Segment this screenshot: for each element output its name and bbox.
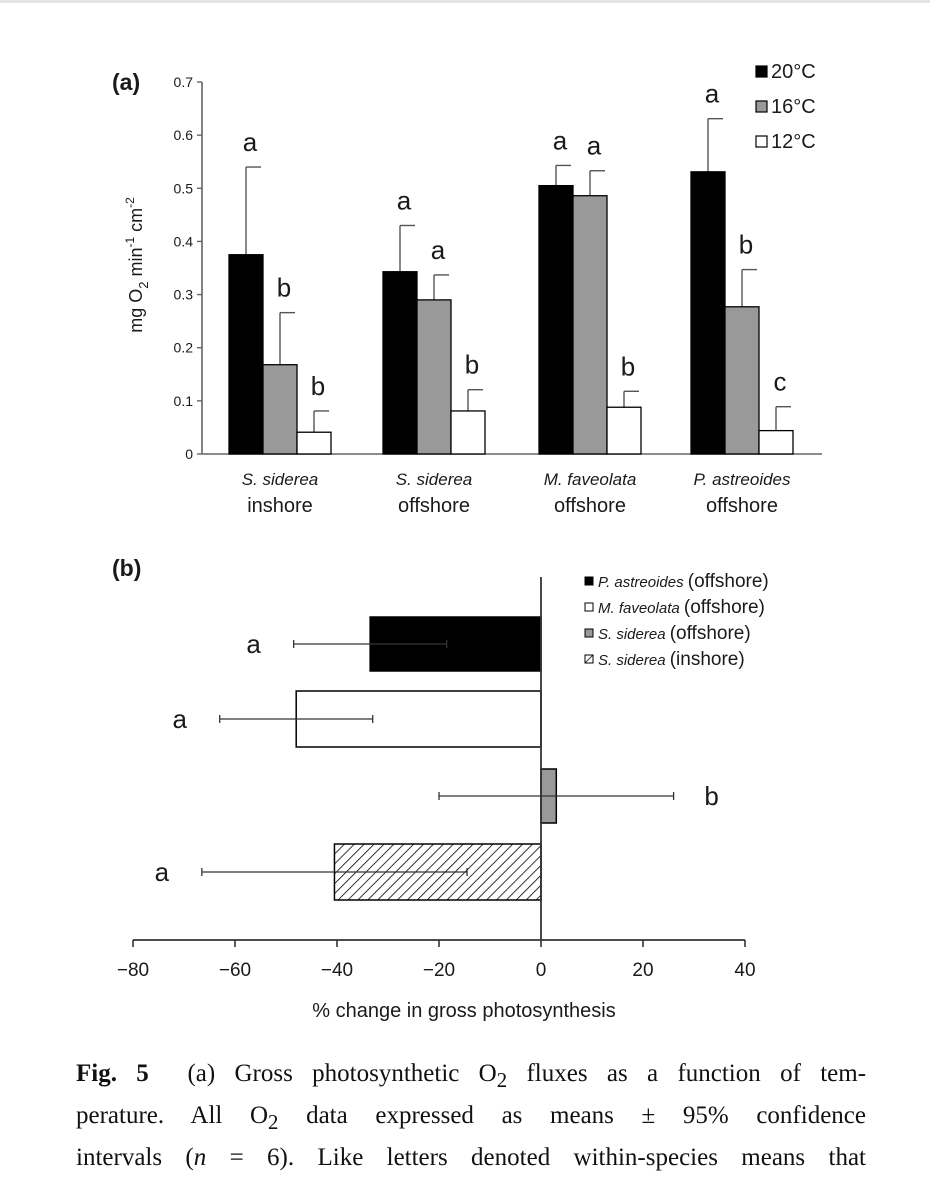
panel-a-category-site: inshore bbox=[247, 495, 313, 517]
panel-a-bar bbox=[450, 410, 486, 455]
panel-b-x-tick-label: 20 bbox=[632, 960, 653, 981]
panel-b-x-tick-label: −60 bbox=[219, 960, 251, 981]
panel-b-x-axis-label: % change in gross photosynthesis bbox=[312, 1000, 616, 1022]
panel-a-y-axis-label: mg O2 min-1 cm-2 bbox=[123, 197, 151, 333]
panel-b-axes: −80 −60 −40 −20 0 20 40 bbox=[117, 577, 756, 981]
panel-a-y-tick-label: 0.3 bbox=[174, 287, 194, 303]
panel-a-y-tick-label: 0.4 bbox=[174, 233, 194, 249]
panel-a-bar bbox=[262, 364, 298, 455]
panel-a-bar bbox=[538, 184, 574, 455]
panel-a-y-tick-label: 0.6 bbox=[174, 127, 194, 143]
panel-a-y-tick-label: 0.1 bbox=[174, 393, 194, 409]
caption-fig-label: Fig. 5 bbox=[76, 1060, 149, 1087]
panel-a-label: (a) bbox=[112, 69, 140, 95]
panel-b-legend-swatch bbox=[584, 628, 594, 638]
panel-b-x-tick-label: 0 bbox=[536, 960, 547, 981]
panel-a-category-species: P. astreoides bbox=[693, 470, 791, 489]
panel-a-legend-swatch bbox=[755, 65, 768, 78]
figure-canvas: (a) mg O2 min-1 cm-2 0 0.1 0.2 0.3 0.4 0.5 0.6… bbox=[112, 61, 822, 1022]
panel-a-bar bbox=[296, 431, 332, 455]
panel-a-significance-letter: b bbox=[277, 273, 291, 303]
panel-b-legend: P. astreoides (offshore) M. faveolata (of… bbox=[584, 571, 769, 670]
figure-caption: Fig. 5 (a) Gross photosynthetic O2 fluxe… bbox=[76, 1056, 866, 1175]
caption-line-1: Fig. 5 (a) Gross photosynthetic O2 fluxe… bbox=[76, 1060, 867, 1092]
panel-a-significance-letter: c bbox=[774, 367, 787, 397]
caption-line-2: perature. All O2 data expressed as means… bbox=[76, 1102, 866, 1134]
panel-a-category-site: offshore bbox=[706, 495, 778, 517]
panel-a-legend-label: 16°C bbox=[771, 96, 816, 118]
panel-b-legend-label: S. siderea (offshore) bbox=[598, 623, 751, 644]
panel-a-bar bbox=[724, 306, 760, 455]
panel-a-significance-letter: a bbox=[705, 79, 720, 109]
panel-b-x-tick-label: −80 bbox=[117, 960, 149, 981]
panel-a-significance-letter: a bbox=[587, 131, 602, 161]
panel-a-category-species: S. siderea bbox=[242, 470, 319, 489]
panel-a-significance-letter: b bbox=[465, 350, 479, 380]
panel-b-legend-swatch bbox=[584, 576, 594, 586]
panel-b: (b) a a b a −80 −60 −40 −20 0 20 40 P. astreoides… bbox=[112, 555, 769, 1022]
caption-line-3: intervals (n = 6). Like letters denoted … bbox=[76, 1144, 866, 1171]
panel-a-bar bbox=[228, 254, 264, 455]
panel-a-bar bbox=[416, 299, 452, 455]
panel-b-legend-label: S. siderea (inshore) bbox=[598, 649, 745, 670]
panel-a-legend-swatch bbox=[755, 100, 768, 113]
panel-a-legend: 20°C 16°C 12°C bbox=[755, 61, 816, 153]
panel-a-category-labels: S. siderea inshore S. siderea offshore M. fa… bbox=[242, 470, 791, 517]
panel-b-x-tick-label: −40 bbox=[321, 960, 353, 981]
panel-b-x-tick-label: 40 bbox=[734, 960, 755, 981]
panel-a-significance-letter: a bbox=[243, 127, 258, 157]
panel-b-significance-letter: a bbox=[155, 857, 170, 887]
panel-b-legend-swatch bbox=[584, 654, 594, 664]
panel-a-legend-label: 12°C bbox=[771, 131, 816, 153]
panel-a-legend-swatch bbox=[755, 135, 768, 148]
top-border bbox=[0, 0, 930, 3]
panel-a-bar bbox=[758, 429, 794, 455]
panel-a-bar bbox=[606, 406, 642, 455]
panel-a-bar bbox=[382, 271, 418, 455]
panel-b-label: (b) bbox=[112, 555, 141, 581]
panel-a-y-tick-label: 0 bbox=[185, 446, 193, 462]
panel-a-y-tick-label: 0.7 bbox=[174, 74, 194, 90]
panel-a-bar bbox=[572, 195, 608, 455]
panel-b-significance-letter: b bbox=[704, 781, 718, 811]
panel-b-significance-letter: a bbox=[172, 704, 187, 734]
panel-a-y-tick-label: 0.2 bbox=[174, 340, 194, 356]
panel-b-bars: a a b a bbox=[155, 616, 719, 901]
panel-b-legend-label: P. astreoides (offshore) bbox=[598, 571, 769, 592]
panel-a-significance-letter: b bbox=[621, 351, 635, 381]
panel-a-category-site: offshore bbox=[398, 495, 470, 517]
panel-b-legend-label: M. faveolata (offshore) bbox=[598, 597, 765, 618]
panel-a-significance-letter: a bbox=[397, 185, 412, 215]
panel-b-x-tick-label: −20 bbox=[423, 960, 455, 981]
panel-a: (a) mg O2 min-1 cm-2 0 0.1 0.2 0.3 0.4 0.5 0.6… bbox=[112, 61, 822, 517]
panel-a-y-tick-label: 0.5 bbox=[174, 180, 194, 196]
panel-a-category-species: S. siderea bbox=[396, 470, 473, 489]
panel-a-legend-label: 20°C bbox=[771, 61, 816, 83]
panel-b-significance-letter: a bbox=[246, 629, 261, 659]
panel-a-category-species: M. faveolata bbox=[544, 470, 637, 489]
panel-a-significance-letter: b bbox=[739, 230, 753, 260]
panel-a-category-site: offshore bbox=[554, 495, 626, 517]
panel-a-significance-letter: a bbox=[431, 235, 446, 265]
panel-a-bar bbox=[690, 171, 726, 455]
panel-a-significance-letter: a bbox=[553, 125, 568, 155]
panel-b-legend-swatch bbox=[584, 602, 594, 612]
panel-a-significance-letter: b bbox=[311, 371, 325, 401]
